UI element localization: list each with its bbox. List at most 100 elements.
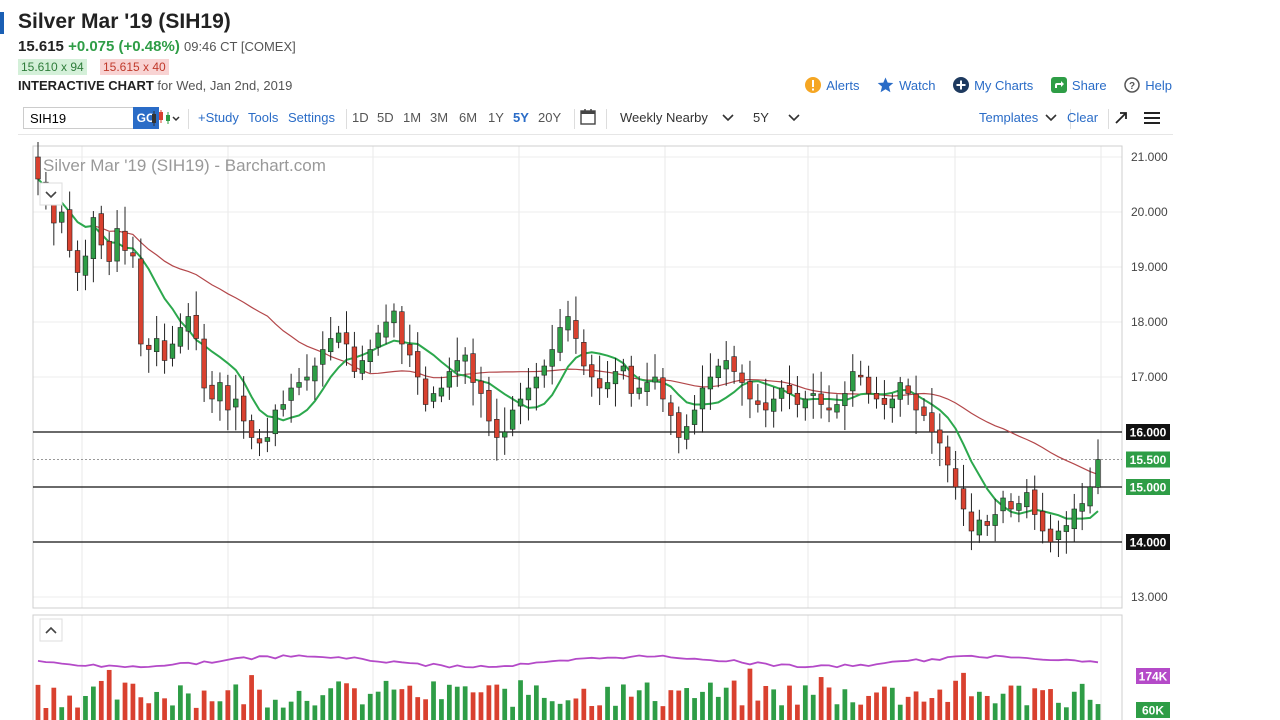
volume-bar <box>613 705 618 720</box>
templates-dropdown[interactable]: Templates <box>979 110 1057 125</box>
candle-body <box>763 402 769 411</box>
hamburger-icon <box>1144 112 1160 124</box>
moving-averages <box>37 178 1099 520</box>
volume-bar <box>874 692 879 720</box>
volume-bar <box>462 686 468 720</box>
candle-body <box>153 338 160 352</box>
volume-bar <box>889 687 895 720</box>
candle-body <box>1039 510 1046 532</box>
candle-body <box>1063 525 1070 532</box>
candle-body <box>169 343 176 359</box>
period-20y[interactable]: 20Y <box>538 110 562 125</box>
price-axis-highlight <box>1126 424 1170 440</box>
volume-bar <box>217 701 223 720</box>
candle-body <box>240 395 247 422</box>
period-3m[interactable]: 3M <box>430 110 449 125</box>
candle-body <box>296 382 302 388</box>
candle-body <box>130 252 136 257</box>
candle-body <box>1024 492 1030 508</box>
candle-body <box>525 387 532 401</box>
collapse-volume-pane-button[interactable] <box>39 618 63 642</box>
go-button[interactable]: GO <box>133 107 159 129</box>
collapse-price-pane-button[interactable] <box>39 182 63 206</box>
slow-moving-average-line <box>37 178 1099 475</box>
candle-body <box>272 409 278 435</box>
aggregation-label: Weekly Nearby <box>620 110 708 125</box>
candle-body <box>905 385 911 394</box>
candle-body <box>193 314 199 339</box>
volume-bar <box>652 701 658 720</box>
volume-axis-badge-label: 174K <box>1139 670 1168 684</box>
symbol-input[interactable] <box>23 107 135 129</box>
volume-bar <box>771 689 777 720</box>
period-1m[interactable]: 1M <box>403 110 422 125</box>
price-pane-border <box>32 145 1123 609</box>
candle-body <box>581 342 587 367</box>
range-label: 5Y <box>753 110 769 125</box>
volume-bar <box>755 700 761 720</box>
volume-bar <box>359 704 365 720</box>
chevron-down-icon <box>788 114 800 122</box>
volume-axis-badge <box>1136 702 1170 718</box>
volume-bar <box>391 689 397 720</box>
clear-button[interactable]: Clear <box>1067 110 1099 125</box>
volume-bar <box>170 705 175 720</box>
candle-body <box>288 387 294 401</box>
candle-body <box>676 412 682 438</box>
watch-label: Watch <box>899 77 936 93</box>
tools-button[interactable]: Tools <box>248 110 279 125</box>
candle-body <box>122 230 128 251</box>
candle-body <box>715 365 721 379</box>
calendar-button[interactable] <box>580 108 596 128</box>
volume-bar <box>834 704 840 720</box>
volume-bar <box>984 695 990 720</box>
share-link[interactable]: Share <box>1050 77 1107 93</box>
share-icon <box>1050 77 1067 93</box>
candle-body <box>1047 528 1054 543</box>
period-1d[interactable]: 1D <box>352 110 369 125</box>
volume-bar <box>114 699 120 720</box>
candle-body <box>612 371 619 385</box>
candle-body <box>1071 508 1077 530</box>
study-button[interactable]: +Study <box>198 110 239 125</box>
candle-body <box>177 327 184 347</box>
candle-body <box>430 393 437 402</box>
help-link[interactable]: ? Help <box>1124 77 1172 93</box>
help-icon: ? <box>1124 77 1140 93</box>
range-dropdown[interactable]: 5Y <box>753 110 800 125</box>
candle-body <box>335 332 342 343</box>
volume-bar <box>201 690 207 720</box>
period-6m[interactable]: 6M <box>459 110 478 125</box>
alerts-link[interactable]: Alerts <box>805 77 859 93</box>
candle-body <box>826 407 832 411</box>
candle-body <box>161 340 168 361</box>
period-1y[interactable]: 1Y <box>488 110 504 125</box>
candle-body <box>644 382 650 392</box>
settings-button[interactable]: Settings <box>288 110 335 125</box>
period-5y[interactable]: 5Y <box>513 110 529 125</box>
chart-toolbar: GO +Study Tools Settings 1D 5D 1M 3M 6M … <box>18 104 1173 135</box>
candle-body <box>897 382 903 400</box>
volume-bar <box>344 683 349 720</box>
menu-button[interactable] <box>1144 111 1160 128</box>
aggregation-dropdown[interactable]: Weekly Nearby <box>620 110 734 125</box>
price-axis-tick: 13.000 <box>1131 590 1168 604</box>
candle-body <box>209 384 215 400</box>
chart-heading-label: INTERACTIVE CHART <box>18 78 154 93</box>
candle-body <box>913 393 919 411</box>
alert-icon <box>805 77 822 93</box>
period-5d[interactable]: 5D <box>377 110 394 125</box>
candle-body <box>106 240 112 262</box>
candle-body <box>952 468 959 488</box>
my-charts-link[interactable]: My Charts <box>953 77 1033 93</box>
candle-body <box>494 419 500 438</box>
volume-bar <box>937 689 943 720</box>
candle-body <box>454 360 460 372</box>
candle-type-dropdown[interactable] <box>151 108 181 131</box>
watch-link[interactable]: Watch <box>877 77 935 93</box>
expand-button[interactable] <box>1114 111 1128 128</box>
candle-body <box>114 228 120 262</box>
volume-axis-badge-label: 60K <box>1142 704 1164 718</box>
candle-body <box>320 349 326 365</box>
